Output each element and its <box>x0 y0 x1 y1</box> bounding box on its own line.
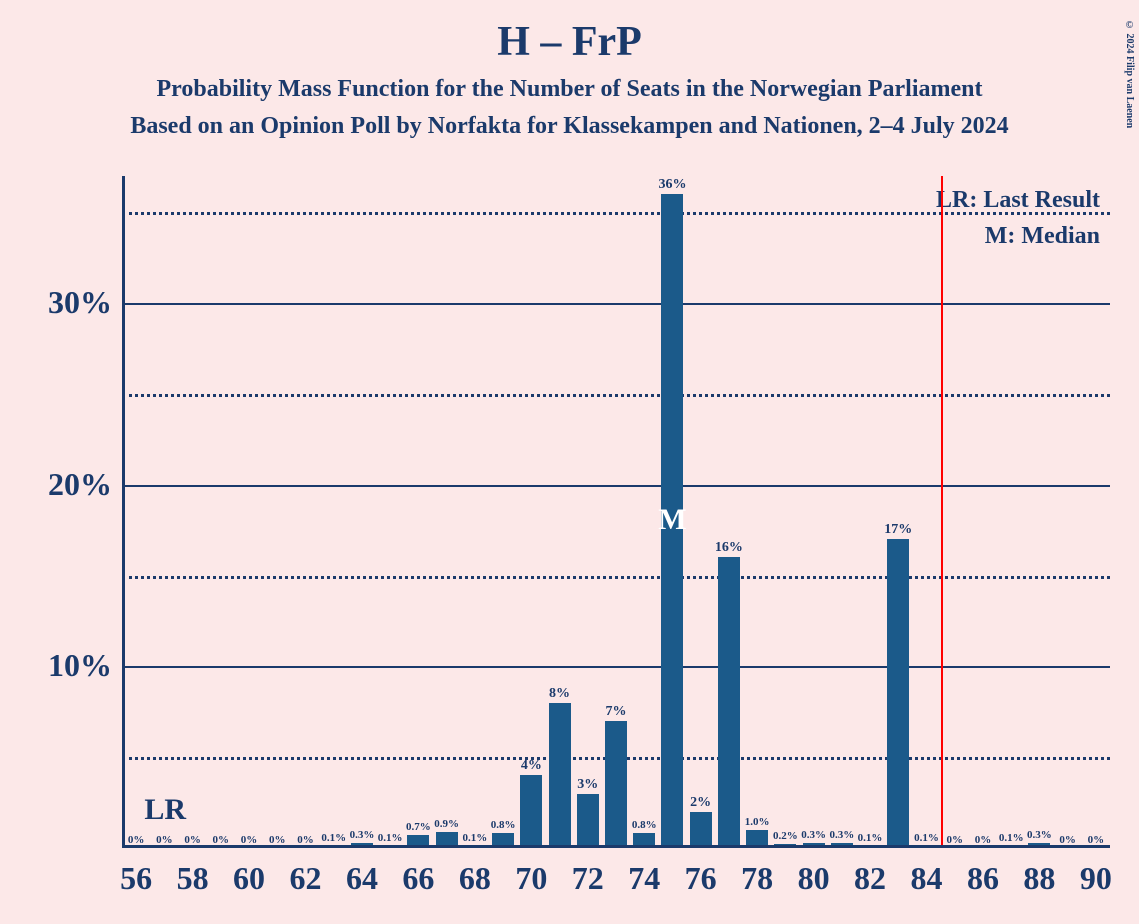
bar-value-label: 0.3% <box>350 829 375 841</box>
gridline-minor <box>122 212 1110 215</box>
bar <box>718 557 740 848</box>
bar <box>690 812 712 848</box>
y-axis-label: 10% <box>12 647 112 684</box>
x-axis-label: 90 <box>1080 860 1112 897</box>
bar-value-label: 7% <box>606 704 627 720</box>
bar-value-label: 0.9% <box>434 818 459 830</box>
x-axis-label: 58 <box>177 860 209 897</box>
x-axis-label: 72 <box>572 860 604 897</box>
y-axis-line <box>122 176 125 848</box>
bar-value-label: 8% <box>549 686 570 702</box>
bar-value-label: 0.1% <box>999 832 1024 844</box>
bar-value-label: 1.0% <box>745 816 770 828</box>
x-axis-label: 56 <box>120 860 152 897</box>
x-axis-label: 82 <box>854 860 886 897</box>
plot-area: 10%20%30%0%0%0%0%0%0%0%0.1%0.3%0.1%0.7%0… <box>122 176 1110 848</box>
x-axis-label: 86 <box>967 860 999 897</box>
copyright-text: © 2024 Filip van Laenen <box>1124 20 1135 128</box>
bar-value-label: 0.7% <box>406 821 431 833</box>
bar-value-label: 0.3% <box>1027 829 1052 841</box>
bar <box>520 775 542 848</box>
bar <box>605 721 627 848</box>
chart-container: © 2024 Filip van Laenen H – FrP Probabil… <box>0 0 1139 924</box>
bar-value-label: 3% <box>577 777 598 793</box>
x-axis-label: 78 <box>741 860 773 897</box>
x-axis-label: 68 <box>459 860 491 897</box>
y-axis-label: 20% <box>12 466 112 503</box>
median-marker: M <box>658 503 686 537</box>
bar-value-label: 0.1% <box>858 832 883 844</box>
gridline-major <box>122 666 1110 668</box>
bar-value-label: 0.1% <box>462 832 487 844</box>
gridline-minor <box>122 394 1110 397</box>
bar-value-label: 0.8% <box>632 819 657 831</box>
x-axis-label: 60 <box>233 860 265 897</box>
lr-marker: LR <box>144 793 186 827</box>
gridline-minor <box>122 576 1110 579</box>
bar-value-label: 16% <box>715 540 743 556</box>
bar-value-label: 0.8% <box>491 819 516 831</box>
majority-threshold-line <box>941 176 943 848</box>
bar <box>887 539 909 848</box>
bar <box>549 703 571 848</box>
x-axis-label: 88 <box>1023 860 1055 897</box>
chart-subtitle-1: Probability Mass Function for the Number… <box>0 76 1139 103</box>
x-axis-label: 80 <box>798 860 830 897</box>
x-axis-label: 66 <box>402 860 434 897</box>
bar-value-label: 0.3% <box>801 829 826 841</box>
bar-value-label: 0.1% <box>914 832 939 844</box>
x-axis-label: 62 <box>289 860 321 897</box>
bar-value-label: 17% <box>884 522 912 538</box>
y-axis-label: 30% <box>12 284 112 321</box>
x-axis-label: 74 <box>628 860 660 897</box>
bar-value-label: 0.1% <box>321 832 346 844</box>
bar-value-label: 2% <box>690 795 711 811</box>
bar-value-label: 0.2% <box>773 830 798 842</box>
gridline-major <box>122 485 1110 487</box>
x-axis-label: 64 <box>346 860 378 897</box>
gridline-major <box>122 303 1110 305</box>
x-axis-label: 70 <box>515 860 547 897</box>
x-axis-line <box>122 845 1110 848</box>
bar-value-label: 0.3% <box>829 829 854 841</box>
chart-subtitle-2: Based on an Opinion Poll by Norfakta for… <box>0 113 1139 140</box>
bar <box>577 794 599 848</box>
chart-title: H – FrP <box>0 0 1139 66</box>
bar-value-label: 4% <box>521 758 542 774</box>
bar-value-label: 0.1% <box>378 832 403 844</box>
x-axis-label: 76 <box>685 860 717 897</box>
x-axis-label: 84 <box>911 860 943 897</box>
bar-value-label: 36% <box>658 177 686 193</box>
